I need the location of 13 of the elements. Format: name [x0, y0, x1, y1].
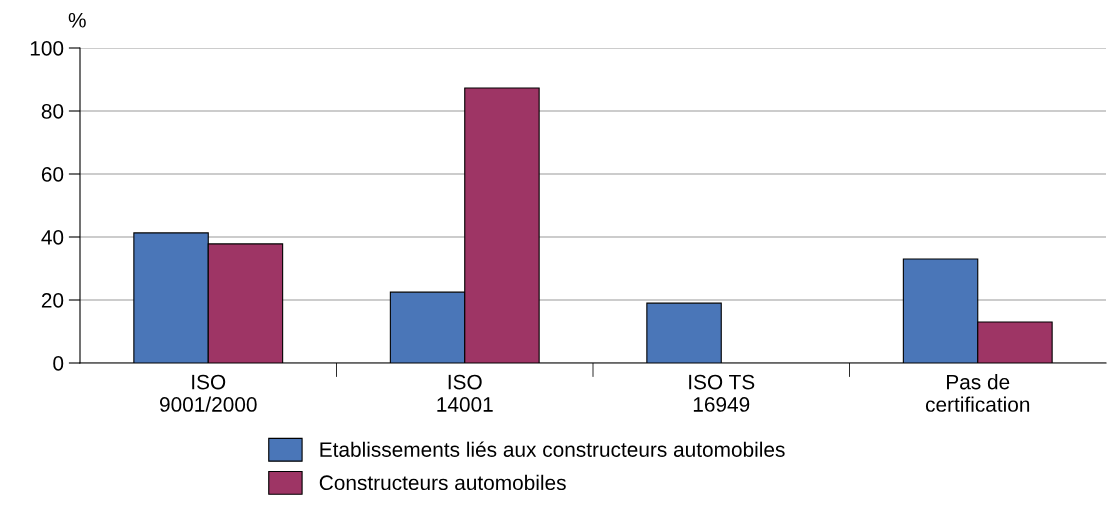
y-tick-label: 60: [41, 167, 64, 182]
y-axis-title: %: [68, 12, 86, 28]
y-tick-label: 20: [41, 293, 64, 308]
x-tick-label: ISO TS 16949: [689, 374, 755, 412]
x-tick-label: ISO 14001: [437, 374, 493, 412]
y-tick-label: 0: [53, 356, 64, 371]
y-tick-label: 100: [30, 41, 64, 56]
y-tick-label: 40: [41, 230, 64, 245]
y-tick-label: 80: [41, 104, 64, 119]
legend-label: Constructeurs automobiles: [319, 474, 566, 491]
legend-label: Etablissements liés aux constructeurs automobiles: [320, 441, 785, 457]
x-tick-label: ISO 9001/2000: [159, 374, 257, 412]
x-tick-label: Pas de certification: [925, 374, 1030, 412]
